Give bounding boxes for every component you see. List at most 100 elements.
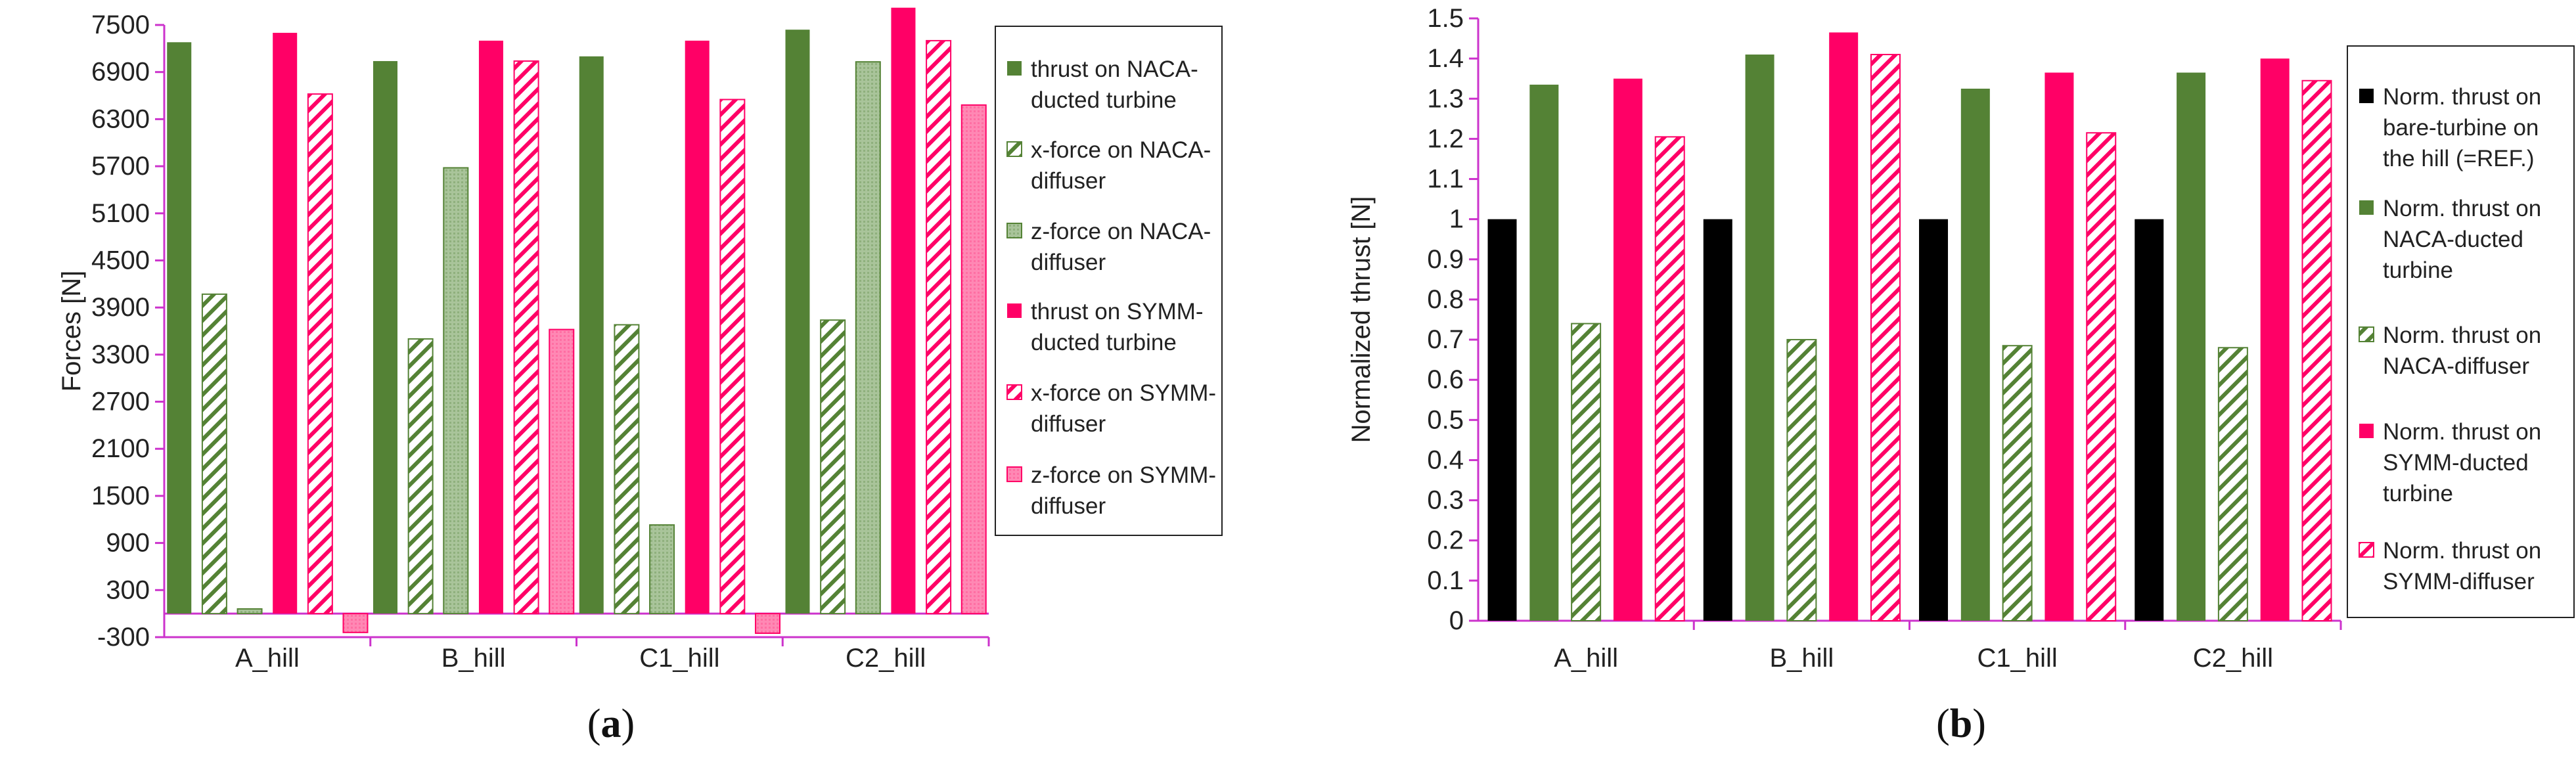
- y-tick-label: 7500: [91, 11, 150, 39]
- bar: [855, 61, 881, 615]
- x-tick-label: C1_hill: [639, 644, 719, 673]
- y-tick-label: 0.7: [1427, 325, 1464, 354]
- legend-label: turbine: [2383, 257, 2453, 283]
- bar: [443, 167, 469, 615]
- bar: [579, 56, 604, 614]
- y-axis-title: Normalized thrust [N]: [1347, 196, 1376, 443]
- legend-box: [2347, 45, 2575, 618]
- legend-swatch: [2359, 542, 2374, 558]
- bar: [1613, 78, 1642, 621]
- bar: [960, 104, 987, 615]
- bar: [2045, 72, 2074, 621]
- caption-letter: a: [601, 702, 621, 746]
- y-tick-label: 6300: [91, 104, 150, 133]
- y-tick-label: 2700: [91, 388, 150, 416]
- bar: [167, 42, 192, 614]
- legend-label: thrust on NACA-: [1031, 56, 1198, 82]
- y-tick-label: 5100: [91, 199, 150, 228]
- x-tick-label: C2_hill: [846, 644, 926, 673]
- caption-close-paren: ): [1972, 702, 1986, 746]
- x-tick-label: B_hill: [1769, 644, 1834, 673]
- bar: [1829, 32, 1859, 621]
- bar: [201, 293, 227, 615]
- bar: [1786, 339, 1817, 621]
- legend-label: diffuser: [1031, 250, 1106, 275]
- y-tick-label: 1.3: [1427, 84, 1464, 113]
- legend-swatch: [2359, 89, 2374, 103]
- bar: [373, 60, 397, 614]
- bar: [478, 40, 503, 614]
- bar: [2177, 72, 2206, 621]
- bar: [2002, 345, 2033, 622]
- y-tick-label: 0: [1449, 606, 1464, 635]
- bar: [614, 324, 640, 615]
- legend-label: NACA-diffuser: [2383, 353, 2529, 379]
- y-tick-label: 3900: [91, 293, 150, 322]
- y-tick-label: 0.2: [1427, 526, 1464, 555]
- panel-caption: (b): [1936, 702, 1986, 746]
- legend-swatch: [1007, 303, 1022, 318]
- y-tick-label: 0.9: [1427, 245, 1464, 274]
- bar: [549, 328, 575, 615]
- y-tick-label: 1.5: [1427, 4, 1464, 33]
- legend-swatch: [2359, 326, 2374, 342]
- y-tick-label: 1500: [91, 481, 150, 510]
- x-tick-label: B_hill: [441, 644, 506, 673]
- bar: [820, 319, 846, 615]
- legend-label: SYMM-diffuser: [2383, 569, 2535, 594]
- y-tick-label: 0.6: [1427, 365, 1464, 394]
- y-tick-label: 0.3: [1427, 486, 1464, 515]
- y-tick-label: 300: [106, 575, 150, 604]
- legend-label: NACA-ducted: [2383, 227, 2523, 252]
- legend-label: Norm. thrust on: [2383, 84, 2541, 110]
- legend-label: turbine: [2383, 481, 2453, 506]
- chart-panel-a: -300 300 900 1500 2100 2700 3300 3900 4500 5100 57…: [57, 7, 1223, 746]
- legend-label: SYMM-ducted: [2383, 450, 2529, 476]
- legend-box: [995, 26, 1223, 536]
- legend-label: z-force on SYMM-: [1031, 462, 1216, 488]
- y-tick-label: 0.5: [1427, 405, 1464, 434]
- bar: [307, 93, 333, 615]
- bar: [407, 338, 434, 615]
- bar: [891, 7, 916, 614]
- legend-label: Norm. thrust on: [2383, 419, 2541, 445]
- legend-label: z-force on NACA-: [1031, 219, 1211, 244]
- legend-label: ducted turbine: [1031, 87, 1177, 113]
- y-tick-label: 5700: [91, 152, 150, 181]
- legend-label: diffuser: [1031, 493, 1106, 519]
- bar: [1745, 55, 1774, 621]
- caption-open-paren: (: [1936, 702, 1950, 746]
- caption-close-paren: ): [621, 702, 635, 746]
- bar: [649, 524, 675, 615]
- legend-swatch: [1006, 223, 1022, 238]
- bar: [1919, 219, 1949, 621]
- y-tick-label: 1.2: [1427, 124, 1464, 153]
- bar: [2086, 132, 2117, 622]
- bar: [685, 40, 710, 614]
- bar: [1654, 136, 1685, 622]
- legend-swatch: [1006, 466, 1022, 482]
- bar: [1703, 219, 1732, 621]
- y-tick-label: 0.1: [1427, 566, 1464, 595]
- legend-swatch: [2359, 424, 2374, 438]
- y-tick-label: 0.8: [1427, 285, 1464, 314]
- bar: [2260, 58, 2290, 621]
- y-tick-label: 1.4: [1427, 44, 1464, 73]
- bar: [755, 613, 780, 635]
- bar: [1529, 84, 1559, 621]
- y-tick-label: 0.4: [1427, 445, 1464, 474]
- x-tick-label: C2_hill: [2193, 644, 2273, 673]
- bar: [1487, 219, 1517, 621]
- legend-swatch: [2359, 200, 2374, 215]
- bar: [1870, 54, 1901, 621]
- y-tick-label: -300: [97, 623, 150, 652]
- y-tick-label: 900: [106, 529, 150, 558]
- y-tick-label: 4500: [91, 246, 150, 275]
- legend-label: the hill (=REF.): [2383, 146, 2535, 171]
- bar: [273, 32, 298, 614]
- y-tick-label: 6900: [91, 58, 150, 87]
- legend-label: thrust on SYMM-: [1031, 299, 1204, 324]
- bar: [342, 613, 369, 633]
- chart-panel-b: 0 0.1 0.2 0.3 0.4 0.5 0.6 0.7 0.8 0.9 1 1.1 1.2 1.3 1.…: [1347, 4, 2575, 746]
